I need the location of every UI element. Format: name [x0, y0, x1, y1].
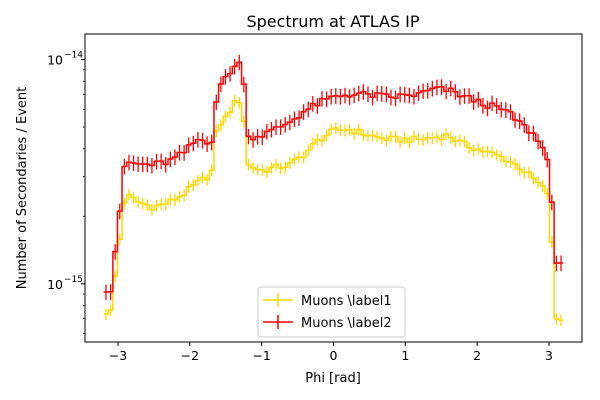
- legend-box: [257, 286, 406, 338]
- y-tick-exponent: −15: [64, 275, 83, 285]
- x-tick-label: −2: [181, 348, 199, 363]
- x-tick-label: −1: [252, 348, 270, 363]
- chart-title: Spectrum at ATLAS IP: [246, 12, 419, 31]
- x-tick-label: 0: [330, 348, 338, 363]
- y-tick-exponent: −14: [64, 51, 83, 61]
- legend-entry-1: Muons \label1: [263, 293, 392, 309]
- series-2: [103, 54, 564, 301]
- y-tick-label: 10: [47, 53, 63, 68]
- y-axis-label: Number of Secondaries / Event: [15, 87, 30, 289]
- x-axis: −3 −2 −1 0 1 2 3: [109, 342, 553, 363]
- legend: Muons \label1 Muons \label2: [257, 286, 406, 338]
- series-line-2: [103, 61, 564, 293]
- x-tick-label: 3: [545, 348, 553, 363]
- y-tick-label: 10: [47, 277, 63, 292]
- legend-label-2: Muons \label2: [301, 316, 392, 331]
- series-line-1: [103, 99, 564, 321]
- x-tick-label: 2: [473, 348, 481, 363]
- series-1: [103, 95, 564, 327]
- x-axis-label: Phi [rad]: [305, 371, 361, 386]
- legend-entry-2: Muons \label2: [263, 315, 392, 331]
- x-tick-label: −3: [109, 348, 127, 363]
- x-tick-label: 1: [401, 348, 409, 363]
- legend-label-1: Muons \label1: [301, 294, 392, 309]
- series-layer: [103, 54, 564, 327]
